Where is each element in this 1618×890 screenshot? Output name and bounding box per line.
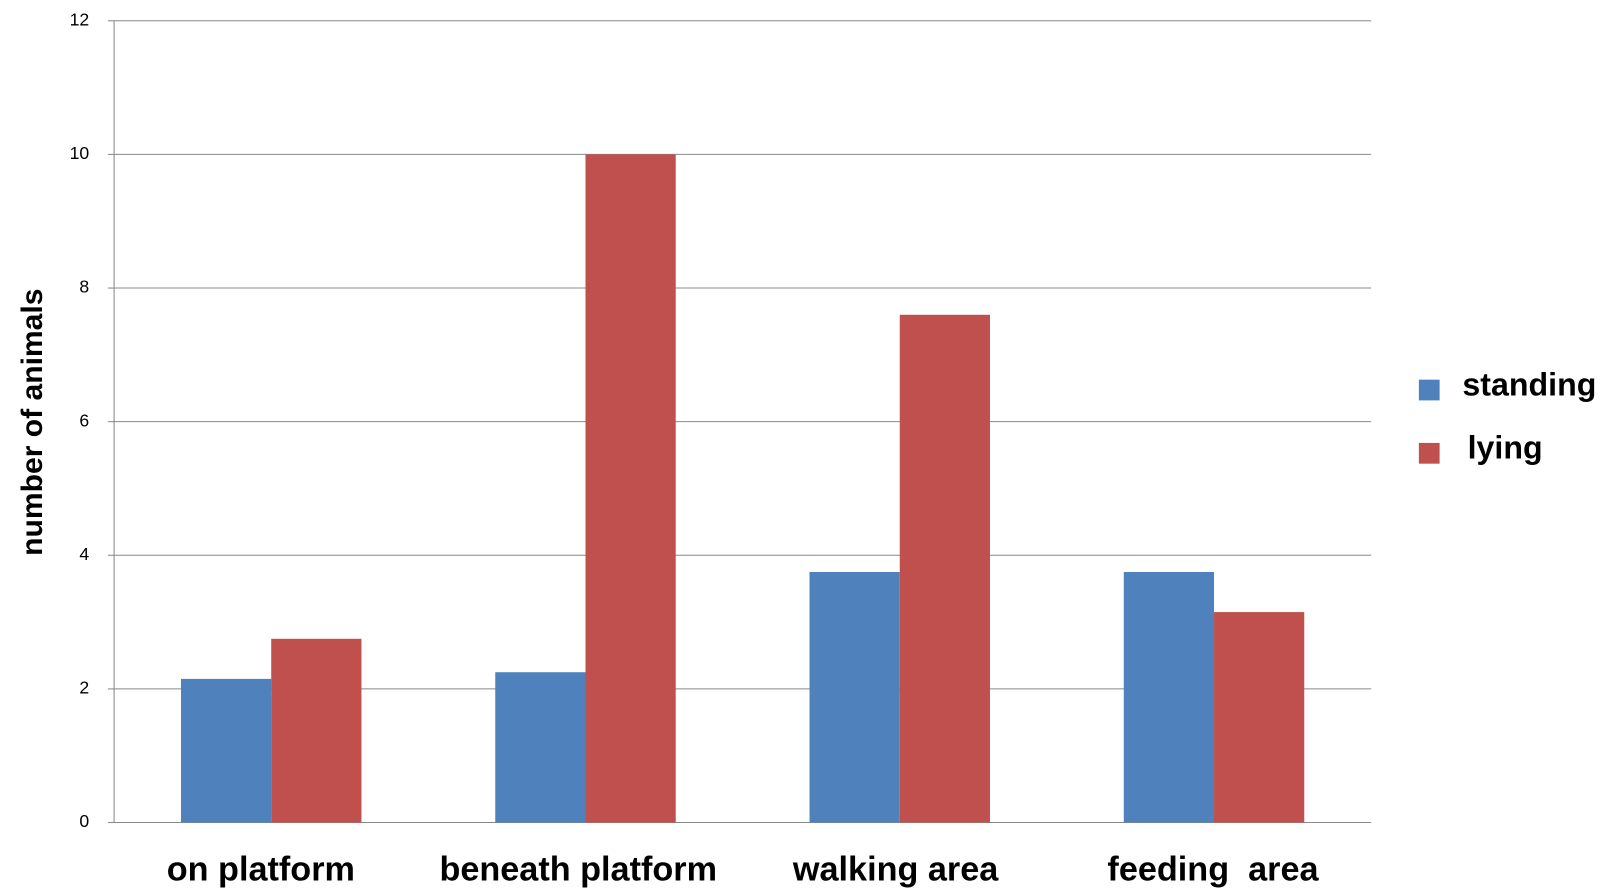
y-tick-label: 2: [79, 678, 89, 698]
legend-swatch: [1418, 379, 1440, 401]
legend-swatch: [1418, 442, 1440, 464]
y-tick-label: 10: [70, 143, 90, 163]
x-tick-label: beneath platform: [439, 850, 717, 888]
y-tick-label: 0: [79, 811, 89, 831]
bar: [585, 154, 676, 823]
bar: [271, 638, 362, 823]
bar: [1214, 612, 1305, 823]
y-tick-label: 8: [79, 277, 89, 297]
y-axis-label: number of animals: [16, 289, 49, 556]
legend-label: standing: [1462, 366, 1596, 402]
x-tick-label: feeding area: [1107, 850, 1319, 888]
bar: [899, 314, 990, 823]
bar: [180, 678, 272, 823]
y-tick-label: 12: [70, 9, 90, 29]
y-tick-label: 6: [79, 410, 89, 430]
x-tick-label: on platform: [167, 850, 355, 888]
bar: [495, 672, 586, 823]
bar: [809, 571, 900, 823]
y-tick-label: 4: [79, 544, 89, 564]
bar: [1123, 571, 1215, 823]
legend-label: lying: [1468, 430, 1543, 466]
x-tick-label: walking area: [792, 850, 999, 888]
